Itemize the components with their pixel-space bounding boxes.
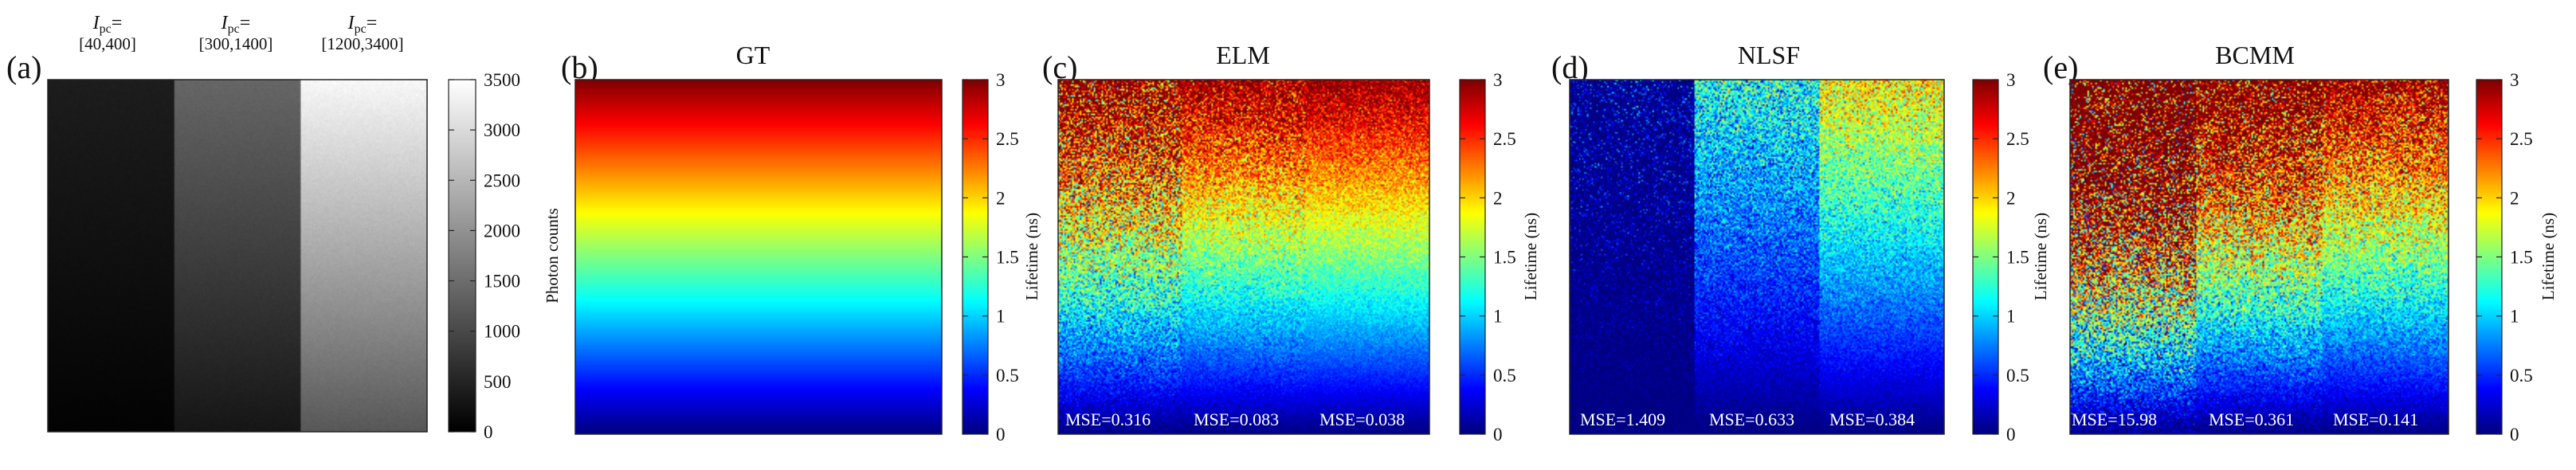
panel-e-title: BCMM	[2215, 41, 2295, 69]
colorbar-e-tick-label: 1	[2510, 307, 2519, 327]
colorbar-a-tick-label: 2000	[484, 221, 520, 241]
panel-c-title: ELM	[1216, 41, 1270, 69]
colorbar-a-label: Photon counts	[543, 208, 562, 304]
colorbar-d-tick-label: 0.5	[2006, 366, 2029, 386]
colorbar-c-tick-label: 0	[1493, 425, 1503, 445]
colorbar-b-tick-label: 1.5	[996, 248, 1019, 268]
bcmm-lifetime-map	[2070, 80, 2449, 434]
panel-a-column-headers: Ipc= [40,400] Ipc= [300,1400] Ipc= [1200…	[79, 13, 404, 53]
elm-mse-1: MSE=0.316	[1065, 409, 1151, 429]
colorbar-c-tick-label: 1	[1493, 307, 1503, 327]
nlsf-lifetime-map	[1570, 80, 1944, 434]
panel-c: (c) ELM MSE=0.316 MSE=0.083 MSE=0.038 00…	[1042, 41, 1540, 445]
nlsf-mse-2: MSE=0.633	[1709, 409, 1794, 429]
col-header-1-label: Ipc=	[92, 13, 123, 36]
colorbar-e-label: Lifetime (ns)	[2539, 213, 2558, 300]
col-header-3-range: [1200,3400]	[321, 34, 403, 53]
intensity-image	[48, 80, 427, 432]
colorbar-a-tick-label: 2500	[484, 170, 520, 190]
panel-d-title: NLSF	[1738, 41, 1800, 69]
colorbar-d-tick-label: 1.5	[2006, 248, 2029, 268]
colorbar-a-tick-label: 1500	[484, 272, 520, 292]
colorbar-d-tick-label: 0	[2006, 425, 2016, 445]
colorbar-e-tick-label: 2.5	[2510, 129, 2533, 149]
col-header-2-range: [300,1400]	[199, 34, 273, 53]
colorbar-b-tick-label: 0.5	[996, 366, 1019, 386]
bcmm-mse-3: MSE=0.141	[2333, 409, 2418, 429]
bcmm-mse-1: MSE=15.98	[2072, 409, 2157, 429]
panel-b-title: GT	[736, 41, 770, 69]
col-header-3-label: Ipc=	[347, 13, 378, 36]
colorbar-c-tick-label: 0.5	[1493, 366, 1516, 386]
colorbar-b-tick-label: 2.5	[996, 129, 1019, 149]
colorbar-d-label: Lifetime (ns)	[2031, 213, 2050, 300]
colorbar-a-tick-label: 3500	[484, 70, 520, 90]
colorbar-b-tick-label: 3	[996, 70, 1006, 90]
col-header-2-label: Ipc=	[221, 13, 251, 36]
colorbar-e-tick-label: 3	[2510, 70, 2519, 90]
colorbar-a-tick-label: 3000	[484, 120, 520, 140]
gt-lifetime-map	[575, 80, 942, 434]
colorbar-c-tick-label: 3	[1493, 70, 1503, 90]
panel-b: (b) GT 00.511.522.53 Lifetime (ns)	[561, 41, 1041, 445]
colorbar-c-label: Lifetime (ns)	[1521, 213, 1540, 300]
colorbar-d-tick-label: 2.5	[2006, 129, 2029, 149]
colorbar-c-tick-label: 2.5	[1493, 129, 1516, 149]
colorbar-a-tick-label: 1000	[484, 322, 520, 342]
bcmm-mse-2: MSE=0.361	[2209, 409, 2294, 429]
panel-a-letter: (a)	[6, 49, 41, 85]
colorbar-a	[449, 80, 476, 432]
colorbar-a-tick-label: 500	[484, 372, 512, 392]
colorbar-e-tick-label: 1.5	[2510, 248, 2533, 268]
colorbar-b-tick-label: 0	[996, 425, 1006, 445]
colorbar-e-tick-label: 0.5	[2510, 366, 2533, 386]
elm-mse-3: MSE=0.038	[1319, 409, 1405, 429]
col-header-1-range: [40,400]	[79, 34, 136, 53]
nlsf-mse-3: MSE=0.384	[1829, 409, 1915, 429]
colorbar-c-tick-label: 2	[1493, 188, 1503, 208]
colorbar-b-tick-label: 1	[996, 307, 1006, 327]
colorbar-d-tick-label: 3	[2006, 70, 2016, 90]
colorbar-c-tick-label: 1.5	[1493, 248, 1516, 268]
panel-d: (d) NLSF MSE=1.409 MSE=0.633 MSE=0.384 0…	[1551, 41, 2050, 445]
elm-mse-2: MSE=0.083	[1194, 409, 1279, 429]
colorbar-b-label: Lifetime (ns)	[1022, 213, 1041, 300]
colorbar-b-tick-label: 2	[996, 188, 1006, 208]
nlsf-mse-1: MSE=1.409	[1580, 409, 1665, 429]
colorbar-a-tick-label: 0	[484, 422, 493, 442]
panel-a: (a) Ipc= [40,400] Ipc= [300,1400] Ipc= […	[6, 13, 562, 442]
colorbar-e-tick-label: 0	[2510, 425, 2519, 445]
colorbar-d-tick-label: 1	[2006, 307, 2016, 327]
colorbar-d-tick-label: 2	[2006, 188, 2016, 208]
panel-e: (e) BCMM MSE=15.98 MSE=0.361 MSE=0.141 0…	[2043, 41, 2558, 445]
colorbar-e-tick-label: 2	[2510, 188, 2519, 208]
elm-lifetime-map	[1058, 80, 1429, 434]
